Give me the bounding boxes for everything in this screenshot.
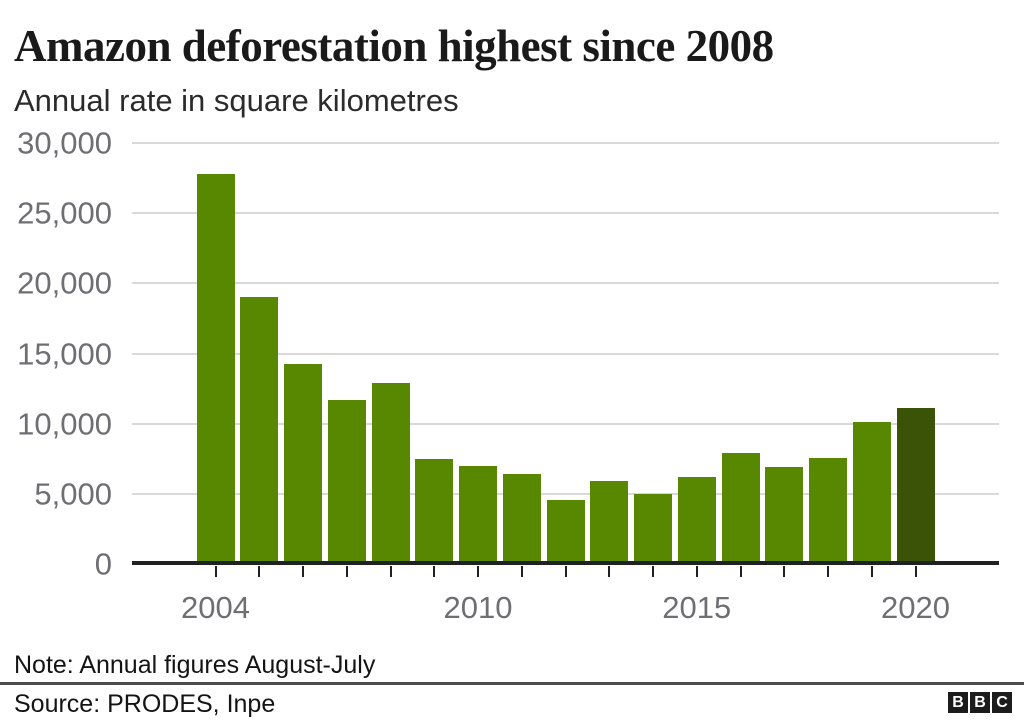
x-tick-mark — [477, 566, 479, 577]
y-gridline — [132, 282, 999, 285]
y-axis-label: 30,000 — [17, 125, 112, 161]
bar-2010 — [459, 466, 497, 564]
bar-2004 — [196, 174, 235, 564]
bar-2019 — [852, 422, 891, 564]
y-axis-label: 0 — [94, 546, 112, 582]
bbc-logo-block: C — [992, 692, 1012, 713]
x-tick-mark — [914, 566, 917, 577]
y-gridline — [132, 352, 999, 355]
bbc-logo: B B C — [948, 692, 1012, 713]
bbc-logo-block: B — [948, 692, 968, 713]
y-axis-label: 20,000 — [17, 265, 112, 301]
bar-2017 — [765, 467, 804, 564]
y-axis-label: 25,000 — [17, 195, 112, 231]
x-tick-mark — [783, 566, 786, 577]
x-tick-mark — [433, 566, 436, 577]
y-axis-label: 15,000 — [17, 336, 112, 371]
x-tick-mark — [389, 566, 392, 577]
y-gridline — [132, 212, 999, 215]
chart-title: Amazon deforestation highest since 2008 — [14, 21, 774, 71]
y-gridline — [132, 422, 999, 425]
x-tick-mark — [739, 566, 742, 577]
x-axis-label: 2020 — [881, 590, 950, 625]
x-tick-mark — [564, 566, 567, 577]
x-tick-mark — [520, 566, 523, 577]
x-tick-mark — [258, 566, 261, 577]
bar-2008 — [371, 383, 410, 564]
note-text: Note: Annual figures August-July — [14, 651, 376, 679]
x-axis-label: 2010 — [443, 590, 513, 625]
x-tick-mark — [870, 566, 873, 577]
x-axis-line — [132, 561, 999, 565]
bar-2012 — [546, 500, 585, 564]
bar-2006 — [284, 364, 322, 564]
y-axis-label: 5,000 — [34, 476, 112, 512]
bar-2014 — [634, 494, 672, 564]
source-text: Source: PRODES, Inpe — [14, 690, 276, 718]
x-tick-mark — [608, 566, 611, 577]
bar-2013 — [590, 481, 629, 564]
bar-2007 — [327, 400, 366, 564]
chart-subtitle: Annual rate in square kilometres — [14, 83, 459, 118]
x-axis-label: 2004 — [181, 590, 250, 625]
x-tick-mark — [695, 566, 698, 577]
x-tick-mark — [302, 566, 304, 577]
bar-2011 — [502, 474, 541, 564]
y-axis-label: 10,000 — [17, 406, 112, 442]
x-tick-mark — [345, 566, 348, 577]
y-gridline — [132, 492, 999, 495]
bar-2020 — [896, 408, 935, 564]
bar-2016 — [721, 453, 760, 564]
x-axis-label: 2015 — [662, 590, 732, 625]
bar-2018 — [809, 458, 847, 564]
x-tick-mark — [214, 566, 217, 577]
bbc-logo-block: B — [970, 692, 990, 713]
x-tick-mark — [827, 566, 829, 577]
y-gridline — [132, 142, 999, 144]
bar-2009 — [415, 459, 454, 564]
footer-divider — [0, 682, 1024, 685]
bar-2015 — [677, 477, 716, 564]
bar-2005 — [240, 297, 279, 564]
x-tick-mark — [652, 566, 654, 577]
